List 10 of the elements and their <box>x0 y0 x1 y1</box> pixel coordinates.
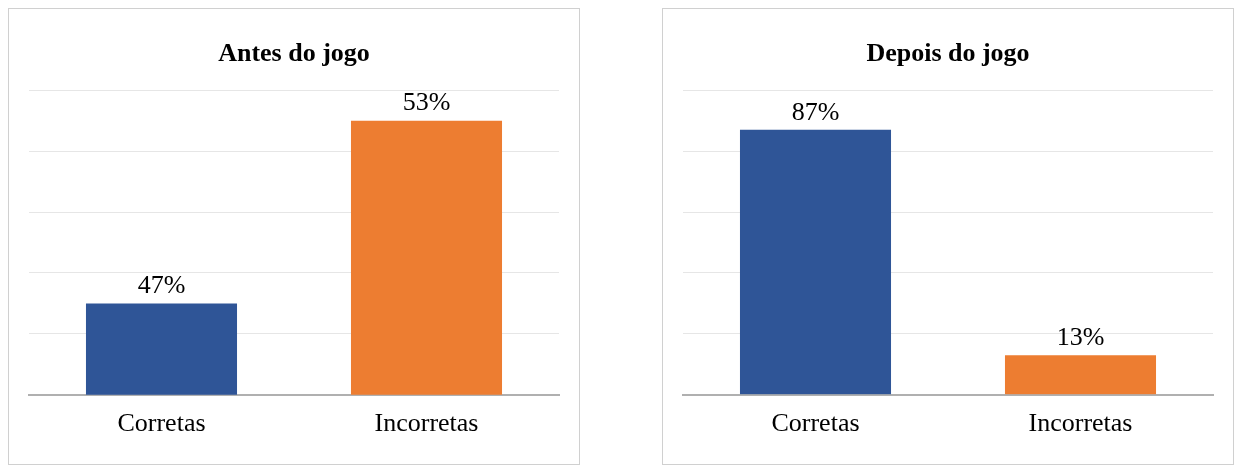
chart-title: Antes do jogo <box>218 38 370 68</box>
x-tick-label: Incorretas <box>1028 408 1133 438</box>
data-label: 87% <box>791 96 840 126</box>
chart-title: Depois do jogo <box>866 38 1030 68</box>
data-label: 13% <box>1056 322 1105 352</box>
x-tick-label: Corretas <box>117 408 206 438</box>
x-tick-label: Incorretas <box>374 408 479 438</box>
data-label: 53% <box>402 87 451 117</box>
data-label: 47% <box>137 270 186 300</box>
x-tick-label: Corretas <box>771 408 860 438</box>
